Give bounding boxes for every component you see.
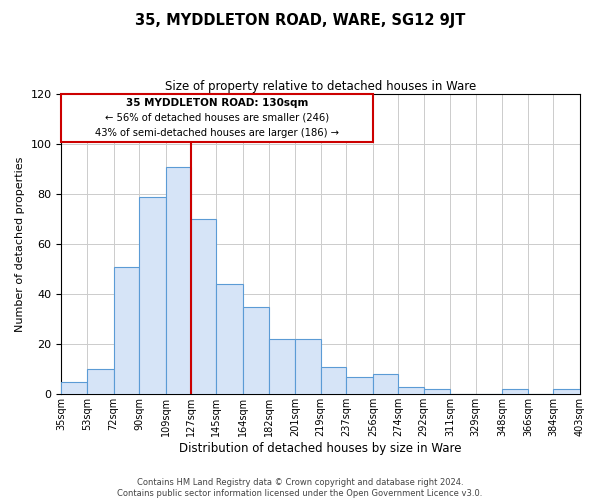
Bar [269,340,295,394]
Bar [166,166,191,394]
Bar [61,382,87,394]
Bar [295,340,321,394]
Bar [553,390,580,394]
Bar [346,377,373,394]
Bar [398,387,424,394]
Bar [87,370,113,394]
X-axis label: Distribution of detached houses by size in Ware: Distribution of detached houses by size … [179,442,462,455]
Bar [191,219,217,394]
Bar [113,266,139,394]
Text: 35, MYDDLETON ROAD, WARE, SG12 9JT: 35, MYDDLETON ROAD, WARE, SG12 9JT [135,12,465,28]
Bar [139,196,166,394]
Text: ← 56% of detached houses are smaller (246): ← 56% of detached houses are smaller (24… [105,113,329,123]
Bar [243,307,269,394]
Bar [502,390,528,394]
FancyBboxPatch shape [61,94,373,142]
Bar [424,390,451,394]
Y-axis label: Number of detached properties: Number of detached properties [15,156,25,332]
Bar [373,374,398,394]
Title: Size of property relative to detached houses in Ware: Size of property relative to detached ho… [165,80,476,93]
Text: 35 MYDDLETON ROAD: 130sqm: 35 MYDDLETON ROAD: 130sqm [126,98,308,108]
Text: 43% of semi-detached houses are larger (186) →: 43% of semi-detached houses are larger (… [95,128,339,138]
Text: Contains HM Land Registry data © Crown copyright and database right 2024.
Contai: Contains HM Land Registry data © Crown c… [118,478,482,498]
Bar [217,284,243,395]
Bar [321,367,346,394]
